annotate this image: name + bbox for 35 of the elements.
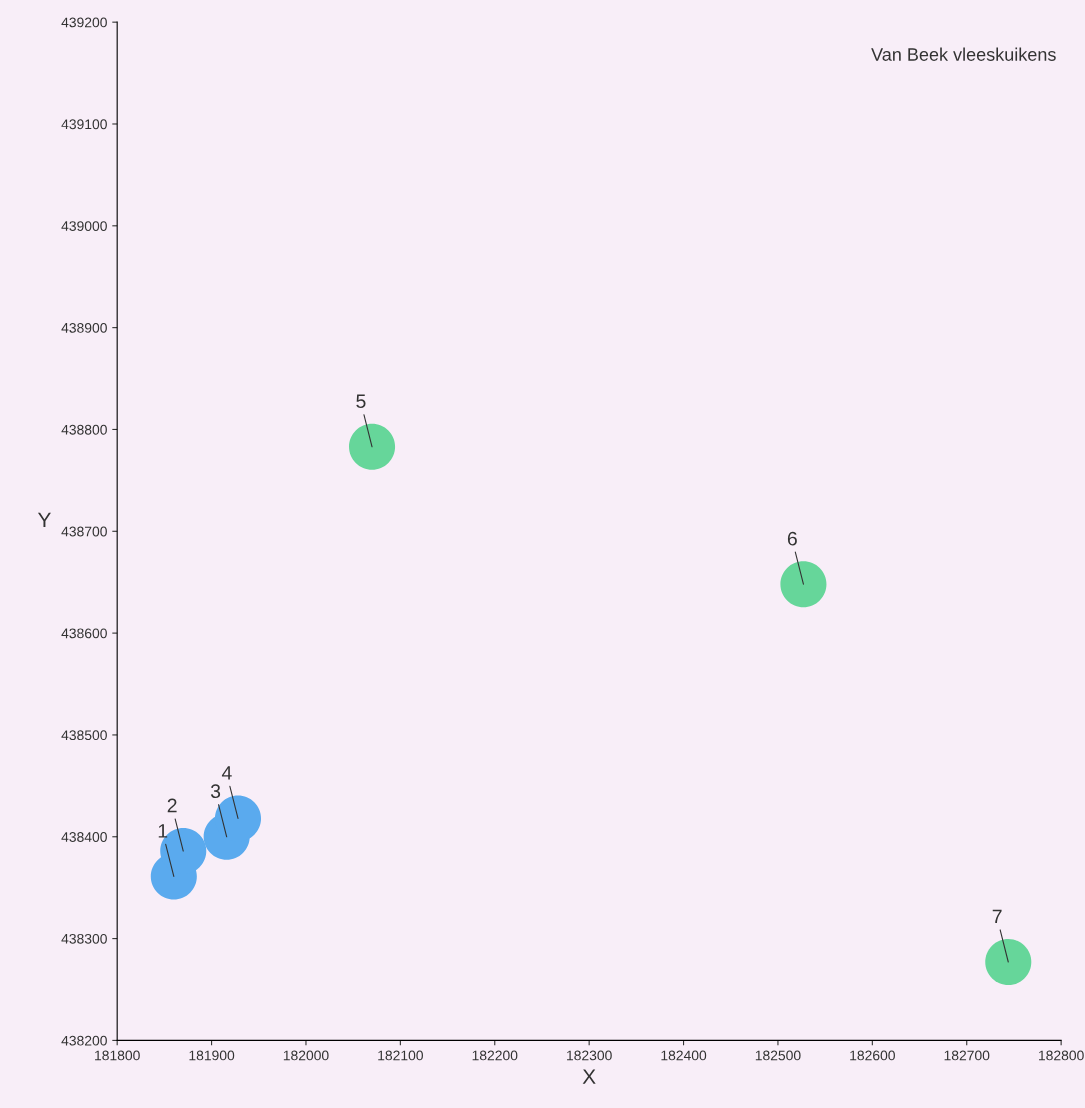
- y-tick-label: 438500: [61, 730, 107, 741]
- y-tick-label: 439100: [61, 119, 107, 130]
- x-tick-label: 181800: [95, 1050, 140, 1061]
- x-tick-label: 182600: [850, 1050, 895, 1061]
- annotation: 6: [787, 531, 797, 546]
- point: [780, 561, 827, 608]
- x-tick-label: 182100: [378, 1050, 423, 1061]
- x-tick-label: 182200: [472, 1050, 518, 1061]
- annotation: 1: [158, 824, 168, 838]
- y-tick-label: 438200: [61, 1035, 107, 1046]
- x-tick-label: 182400: [661, 1050, 707, 1061]
- x-axis-title: X: [582, 1069, 596, 1084]
- y-tick-label: 438800: [61, 424, 107, 435]
- x-tick-label: 181900: [189, 1050, 235, 1061]
- x-tick-label: 182700: [944, 1050, 990, 1061]
- annotation: 3: [210, 784, 221, 799]
- y-tick-label: 438700: [61, 526, 107, 537]
- x-tick-label: 182800: [1039, 1050, 1084, 1061]
- y-tick-label: 439200: [61, 17, 107, 28]
- annotation: 5: [356, 394, 366, 409]
- x-tick-label: 182000: [283, 1050, 329, 1061]
- y-tick-label: 438400: [61, 832, 107, 842]
- y-tick-label: 438600: [61, 628, 107, 639]
- point: [985, 938, 1032, 986]
- x-tick-label: 182500: [755, 1050, 801, 1061]
- y-tick-label: 439000: [61, 221, 107, 231]
- annotation: 7: [992, 909, 1002, 924]
- y-tick-label: 438900: [61, 322, 107, 333]
- y-axis-title: Y: [37, 512, 51, 527]
- y-tick-label: 438300: [61, 933, 107, 944]
- point: [349, 423, 396, 470]
- annotation: 2: [167, 798, 177, 813]
- annotation: 4: [221, 766, 232, 780]
- x-tick-label: 182300: [567, 1050, 612, 1061]
- text: Van Beek vleeskuikens: [871, 47, 1056, 61]
